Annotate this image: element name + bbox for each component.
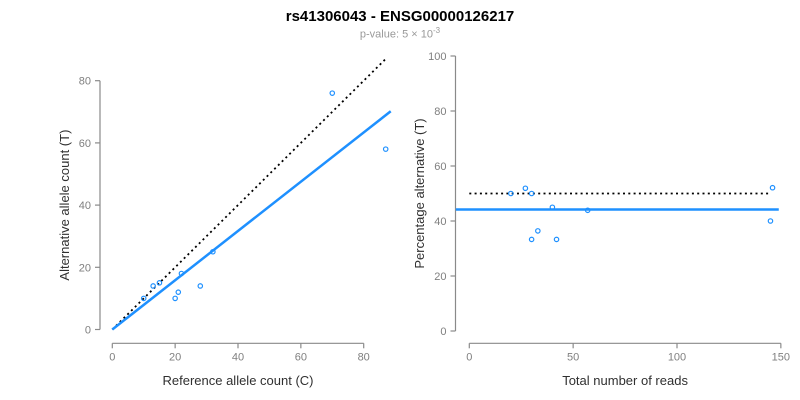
right-data-point [528, 236, 535, 243]
right-data-point [508, 190, 514, 197]
right-data-point [549, 204, 556, 211]
right-data-point [553, 236, 560, 243]
right-x-tick-label: 150 [772, 351, 790, 363]
right-y-tick-label: 60 [434, 161, 446, 173]
right-data-point [522, 185, 529, 192]
right-y-tick-label: 20 [434, 271, 446, 283]
right-x-axis-title: Total number of reads [562, 373, 688, 388]
left-y-tick-label: 0 [85, 325, 91, 337]
right-data-point [767, 218, 774, 224]
left-x-tick-label: 60 [295, 351, 307, 363]
left-data-point [210, 248, 216, 255]
left-x-tick-label: 0 [109, 351, 115, 363]
right-data-point [535, 228, 541, 234]
right-x-tick-label: 50 [567, 351, 579, 363]
right-y-tick-label: 40 [434, 216, 446, 228]
left-y-tick-label: 20 [79, 262, 91, 274]
pvalue-text: p-value: 5 × 10 [359, 28, 433, 41]
left-data-point [150, 283, 156, 289]
left-x-tick-label: 80 [358, 351, 370, 363]
left-data-point [175, 289, 182, 295]
right-x-tick-label: 0 [466, 351, 472, 363]
left-data-point [329, 90, 336, 96]
left-x-tick-label: 20 [169, 351, 181, 363]
right-data-point [769, 184, 776, 191]
left-data-point [172, 295, 178, 302]
left-data-point [178, 270, 185, 277]
right-y-axis-title: Percentage alternative (T) [412, 118, 427, 268]
left-data-point [197, 283, 204, 289]
fit-line [111, 110, 392, 331]
pvalue-exponent: -3 [432, 26, 441, 35]
right-y-tick-label: 80 [434, 106, 446, 118]
left-y-tick-label: 80 [79, 76, 91, 88]
left-data-point [140, 295, 147, 302]
left-y-tick-label: 60 [79, 138, 91, 150]
left-data-point [382, 146, 389, 152]
left-x-axis-title: Reference allele count (C) [162, 373, 313, 388]
right-data-point [584, 207, 591, 214]
right-x-tick-label: 100 [668, 351, 686, 363]
figure-title: rs41306043 - ENSG00000126217 [285, 8, 515, 25]
right-y-tick-label: 0 [440, 326, 446, 338]
left-y-tick-label: 40 [79, 200, 91, 212]
right-data-point [528, 190, 535, 197]
left-data-point [156, 280, 163, 286]
left-x-tick-label: 40 [232, 351, 244, 363]
left-y-axis-title: Alternative allele count (T) [57, 130, 72, 281]
figure-subtitle: p-value: 5 × 10-3 [0, 26, 800, 41]
right-y-tick-label: 100 [428, 51, 446, 63]
